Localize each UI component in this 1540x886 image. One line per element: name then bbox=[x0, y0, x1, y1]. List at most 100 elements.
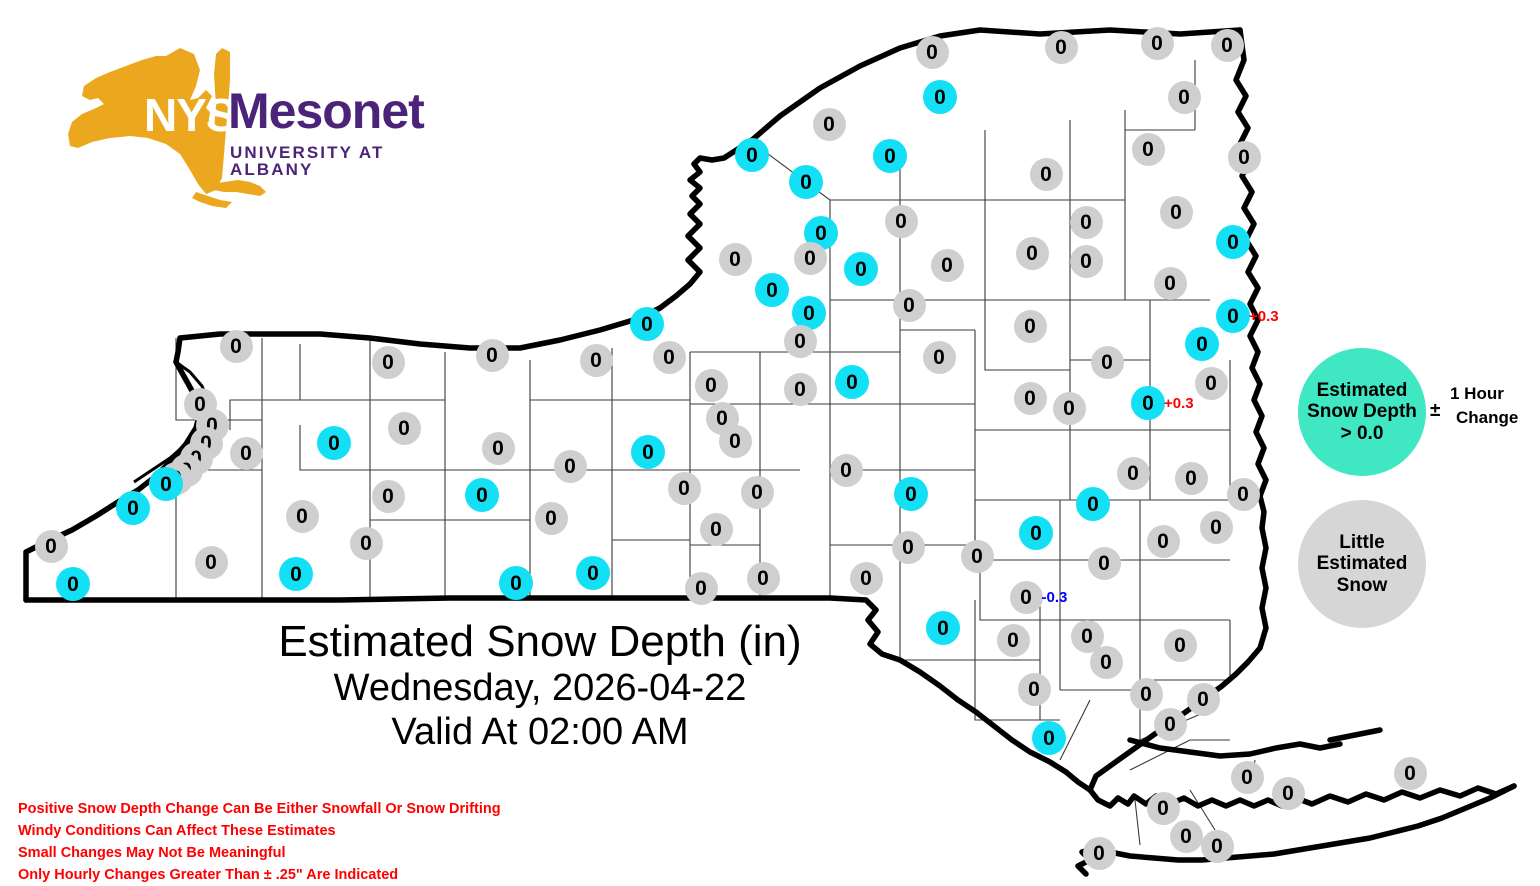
station-marker[interactable]: 0 bbox=[371, 345, 405, 379]
station-marker[interactable]: 0 bbox=[465, 478, 499, 512]
station-marker[interactable]: 0 bbox=[1069, 244, 1103, 278]
station-marker[interactable]: 0 bbox=[793, 241, 827, 275]
station-marker[interactable]: 0 bbox=[576, 556, 610, 590]
station-marker[interactable]: 0 bbox=[1146, 524, 1180, 558]
station-marker[interactable]: 0 bbox=[1009, 580, 1043, 614]
station-marker[interactable]: 0 bbox=[835, 365, 869, 399]
station-marker[interactable]: 0 bbox=[1167, 80, 1201, 114]
station-marker[interactable]: 0 bbox=[630, 307, 664, 341]
station-marker[interactable]: 0 bbox=[1076, 487, 1110, 521]
station-marker[interactable]: 0 bbox=[387, 411, 421, 445]
station-marker[interactable]: 0 bbox=[1017, 672, 1051, 706]
station-marker[interactable]: 0 bbox=[1090, 345, 1124, 379]
station-marker[interactable]: 0 bbox=[1116, 456, 1150, 490]
station-marker[interactable]: 0 bbox=[1013, 381, 1047, 415]
station-marker[interactable]: 0 bbox=[1131, 386, 1165, 420]
station-marker[interactable]: 0 bbox=[475, 338, 509, 372]
station-marker[interactable]: 0 bbox=[499, 566, 533, 600]
station-marker[interactable]: 0 bbox=[894, 477, 928, 511]
station-marker[interactable]: 0 bbox=[34, 529, 68, 563]
station-marker[interactable]: 0 bbox=[783, 324, 817, 358]
station-marker[interactable]: 0 bbox=[1153, 266, 1187, 300]
station-marker[interactable]: 0 bbox=[1271, 776, 1305, 810]
station-marker[interactable]: 0 bbox=[849, 561, 883, 595]
station-marker[interactable]: 0 bbox=[371, 479, 405, 513]
station-marker[interactable]: 0 bbox=[56, 567, 90, 601]
station-marker[interactable]: 0 bbox=[1226, 477, 1260, 511]
station-marker[interactable]: 0 bbox=[884, 204, 918, 238]
station-marker[interactable]: 0 bbox=[1044, 30, 1078, 64]
station-marker[interactable]: 0 bbox=[718, 242, 752, 276]
station-marker[interactable]: 0 bbox=[1174, 461, 1208, 495]
station-marker[interactable]: 0 bbox=[1131, 132, 1165, 166]
station-marker[interactable]: 0 bbox=[705, 401, 739, 435]
station-marker[interactable]: 0 bbox=[792, 296, 826, 330]
station-marker[interactable]: 0 bbox=[534, 501, 568, 535]
station-marker[interactable]: 0 bbox=[194, 545, 228, 579]
station-marker[interactable]: 0 bbox=[667, 471, 701, 505]
station-marker[interactable]: 0 bbox=[718, 424, 752, 458]
station-marker[interactable]: 0 bbox=[1129, 677, 1163, 711]
station-marker[interactable]: 0 bbox=[631, 435, 665, 469]
station-marker[interactable]: 0 bbox=[1019, 516, 1053, 550]
station-marker[interactable]: 0 bbox=[844, 252, 878, 286]
station-marker[interactable]: 0 bbox=[1199, 510, 1233, 544]
station-marker[interactable]: 0 bbox=[923, 80, 957, 114]
station-marker[interactable]: 0 bbox=[1186, 682, 1220, 716]
station-marker[interactable]: 0 bbox=[996, 623, 1030, 657]
station-marker[interactable]: 0 bbox=[1015, 236, 1049, 270]
station-marker[interactable]: 0 bbox=[926, 611, 960, 645]
station-marker[interactable]: 0 bbox=[1082, 836, 1116, 870]
station-marker[interactable]: 0 bbox=[1216, 299, 1250, 333]
station-marker[interactable]: 0 bbox=[1052, 391, 1086, 425]
station-marker[interactable]: 0 bbox=[1185, 327, 1219, 361]
station-marker[interactable]: 0 bbox=[279, 557, 313, 591]
station-marker[interactable]: 0 bbox=[1200, 829, 1234, 863]
station-marker[interactable]: 0 bbox=[1159, 195, 1193, 229]
station-marker[interactable]: 0 bbox=[735, 138, 769, 172]
station-marker[interactable]: 0 bbox=[229, 436, 263, 470]
station-marker[interactable]: 0 bbox=[1216, 225, 1250, 259]
station-marker[interactable]: 0 bbox=[812, 107, 846, 141]
station-marker[interactable]: 0 bbox=[1029, 157, 1063, 191]
station-marker[interactable]: 0 bbox=[1153, 707, 1187, 741]
station-marker[interactable]: 0 bbox=[652, 340, 686, 374]
station-marker[interactable]: 0 bbox=[873, 139, 907, 173]
station-marker[interactable]: 0 bbox=[684, 571, 718, 605]
station-marker[interactable]: 0 bbox=[1140, 26, 1174, 60]
station-marker[interactable]: 0 bbox=[149, 467, 183, 501]
station-marker[interactable]: 0 bbox=[891, 530, 925, 564]
station-marker[interactable]: 0 bbox=[1032, 721, 1066, 755]
station-marker[interactable]: 0 bbox=[1069, 205, 1103, 239]
station-marker[interactable]: 0 bbox=[1393, 756, 1427, 790]
station-marker[interactable]: 0 bbox=[789, 165, 823, 199]
station-marker[interactable]: 0 bbox=[285, 499, 319, 533]
station-marker[interactable]: 0 bbox=[219, 329, 253, 363]
station-marker[interactable]: 0 bbox=[1227, 140, 1261, 174]
station-marker[interactable]: 0 bbox=[1146, 791, 1180, 825]
station-marker[interactable]: 0 bbox=[740, 475, 774, 509]
station-marker[interactable]: 0 bbox=[1013, 309, 1047, 343]
station-marker[interactable]: 0 bbox=[579, 343, 613, 377]
station-marker[interactable]: 0 bbox=[481, 431, 515, 465]
station-marker[interactable]: 0 bbox=[694, 368, 728, 402]
station-marker[interactable]: 0 bbox=[1169, 819, 1203, 853]
station-marker[interactable]: 0 bbox=[922, 340, 956, 374]
station-marker[interactable]: 0 bbox=[553, 449, 587, 483]
station-marker[interactable]: 0 bbox=[699, 512, 733, 546]
station-marker[interactable]: 0 bbox=[1210, 28, 1244, 62]
station-marker[interactable]: 0 bbox=[1163, 628, 1197, 662]
station-marker[interactable]: 0 bbox=[1230, 760, 1264, 794]
station-marker[interactable]: 0 bbox=[1087, 546, 1121, 580]
station-marker[interactable]: 0 bbox=[960, 539, 994, 573]
station-marker[interactable]: 0 bbox=[1089, 645, 1123, 679]
station-marker[interactable]: 0 bbox=[116, 491, 150, 525]
station-marker[interactable]: 0 bbox=[930, 248, 964, 282]
station-marker[interactable]: 0 bbox=[746, 561, 780, 595]
station-marker[interactable]: 0 bbox=[892, 288, 926, 322]
station-marker[interactable]: 0 bbox=[1194, 366, 1228, 400]
station-marker[interactable]: 0 bbox=[829, 453, 863, 487]
station-marker[interactable]: 0 bbox=[317, 426, 351, 460]
station-marker[interactable]: 0 bbox=[755, 273, 789, 307]
station-marker[interactable]: 0 bbox=[783, 372, 817, 406]
